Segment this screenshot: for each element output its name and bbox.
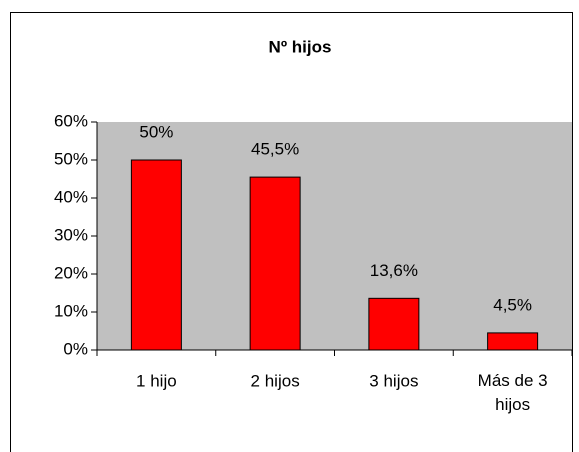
bar <box>487 332 539 351</box>
chart-frame <box>10 12 573 452</box>
y-tick-label: 30% <box>54 225 88 244</box>
y-tick-label: 50% <box>54 149 88 168</box>
y-tick-label: 10% <box>54 301 88 320</box>
data-label: 50% <box>139 122 173 141</box>
y-tick-label: 40% <box>54 187 88 206</box>
data-label: 13,6% <box>370 261 418 280</box>
data-label: 45,5% <box>251 140 299 159</box>
bar <box>368 297 420 351</box>
x-tick-label: 3 hijos <box>369 371 418 390</box>
y-tick-label: 60% <box>54 111 88 130</box>
data-label: 4,5% <box>493 295 532 314</box>
chart-title: Nº hijos <box>269 37 332 56</box>
y-tick-label: 20% <box>54 263 88 282</box>
y-tick-label: 0% <box>63 339 88 358</box>
bar <box>130 159 182 351</box>
x-tick-label: 1 hijo <box>136 371 177 390</box>
bar <box>249 176 301 351</box>
x-tick-label: 2 hijos <box>251 371 300 390</box>
x-tick-label: Más de 3 hijos <box>478 371 548 414</box>
